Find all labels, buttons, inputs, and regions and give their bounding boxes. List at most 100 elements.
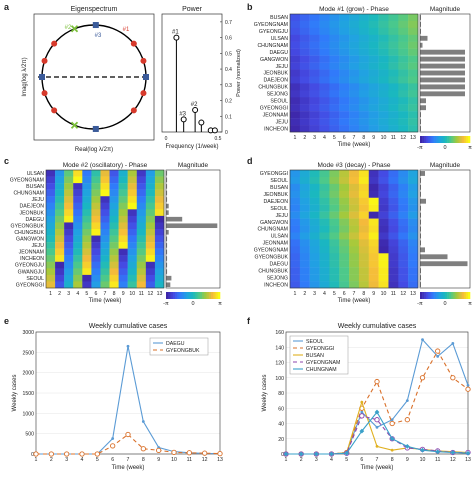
heatmap-cell <box>319 170 330 178</box>
heatmap-cell <box>46 281 56 289</box>
mode2-magnitude-title: Magnitude <box>178 162 209 169</box>
heatmap-cell <box>127 242 137 249</box>
heatmap-cell <box>358 62 369 70</box>
eigenspectrum-ylabel: Imag(log λ/2π) <box>22 57 28 96</box>
heatmap-cell <box>46 176 56 184</box>
heatmap-cell <box>378 69 389 77</box>
colorbar-tick-mid: 0 <box>191 301 194 307</box>
ytick-label: 500 <box>25 432 34 438</box>
colorbar-tick-min: -π <box>163 301 169 307</box>
heatmap-xtick-label: 2 <box>303 291 306 297</box>
heatmap-cell <box>339 190 350 198</box>
panel-letter-b: b <box>247 2 253 12</box>
heatmap-cell <box>388 281 399 289</box>
heatmap-cell <box>309 218 320 226</box>
power-stem-label: #3 <box>179 111 186 117</box>
heatmap-cell <box>368 239 379 247</box>
heatmap-cell <box>358 183 369 192</box>
heatmap-cell <box>339 211 350 219</box>
heatmap-cell <box>136 242 147 249</box>
heatmap-cell <box>398 211 409 219</box>
heatmap-cell <box>408 48 419 56</box>
colorbar-segment <box>434 292 437 299</box>
heatmap-cell <box>73 189 83 197</box>
heatmap-cell <box>290 190 301 198</box>
xtick-label: 12 <box>450 457 456 463</box>
magnitude-bar <box>420 282 421 287</box>
heatmap-row-label: SEOUL <box>270 206 288 212</box>
heatmap-cell <box>64 196 74 203</box>
heatmap-cell <box>299 118 310 126</box>
heatmap-cell <box>55 215 65 223</box>
heatmap-cell <box>309 14 320 22</box>
heatmap-cell <box>339 225 350 233</box>
colorbar-segment <box>168 292 171 299</box>
eigenvalue-point <box>143 74 149 80</box>
heatmap-cell <box>109 170 119 177</box>
heatmap-cell <box>368 27 379 36</box>
heatmap-cell <box>398 83 409 91</box>
heatmap-cell <box>299 281 310 289</box>
colorbar-segment <box>430 136 433 143</box>
heatmap-cell <box>299 274 310 282</box>
heatmap-cell <box>349 267 360 275</box>
heatmap-cell <box>145 268 156 276</box>
colorbar-segment <box>449 292 452 299</box>
heatmap-cell <box>349 170 360 178</box>
heatmap-cell <box>339 260 350 268</box>
heatmap-xtick-label: 11 <box>391 291 396 297</box>
heatmap-cell <box>349 83 360 91</box>
colorbar-segment <box>459 292 462 299</box>
colorbar-segment <box>422 292 425 299</box>
colorbar-segment <box>175 292 178 299</box>
heatmap-row-label: GYEONGNAM <box>10 177 44 183</box>
magnitude-bar <box>420 70 465 76</box>
colorbar-tick-max: π <box>218 301 222 307</box>
colorbar-segment <box>186 292 189 299</box>
heatmap-cell <box>145 170 156 177</box>
heatmap-cell <box>145 222 156 230</box>
heatmap-cell <box>145 215 156 223</box>
heatmap-cell <box>388 83 399 91</box>
heatmap-cell <box>136 222 147 230</box>
heatmap-cell <box>319 90 330 98</box>
magnitude-bar <box>166 210 169 215</box>
heatmap-cell <box>349 55 360 63</box>
heatmap-cell <box>109 176 119 184</box>
heatmap-cell <box>127 274 137 282</box>
heatmap-cell <box>309 197 320 205</box>
heatmap-cell <box>136 215 147 223</box>
heatmap-cell <box>299 176 310 185</box>
heatmap-cell <box>358 204 369 212</box>
heatmap-cell <box>136 255 147 262</box>
heatmap-cell <box>64 170 74 177</box>
heatmap-xtick-label: 12 <box>400 135 406 141</box>
heatmap-cell <box>339 90 350 98</box>
heatmap-xtick-label: 9 <box>372 135 375 141</box>
heatmap-cell <box>299 232 310 240</box>
series-point <box>404 417 410 423</box>
heatmap-cell <box>118 229 128 236</box>
heatmap-cell <box>339 281 350 289</box>
heatmap-cell <box>329 260 340 268</box>
heatmap-cell <box>100 202 110 210</box>
heatmap-cell <box>299 20 310 29</box>
heatmap-cell <box>398 48 409 56</box>
series-point <box>48 451 54 457</box>
heatmap-cell <box>368 274 379 282</box>
heatmap-cell <box>358 260 369 268</box>
eigenvalue-point <box>51 40 58 47</box>
panel-letter-f: f <box>247 316 251 326</box>
series-point <box>329 451 334 457</box>
heatmap-cell <box>388 246 399 254</box>
heatmap-cell <box>349 190 360 198</box>
heatmap-cell <box>388 48 399 56</box>
heatmap-cell <box>118 202 128 210</box>
heatmap-cell <box>309 83 320 91</box>
power-stem-label: #2 <box>191 102 198 108</box>
magnitude-bar <box>420 49 465 55</box>
colorbar-segment <box>457 292 460 299</box>
heatmap-cell <box>55 268 65 276</box>
heatmap-cell <box>398 183 409 192</box>
xtick-label: 11 <box>187 457 192 463</box>
